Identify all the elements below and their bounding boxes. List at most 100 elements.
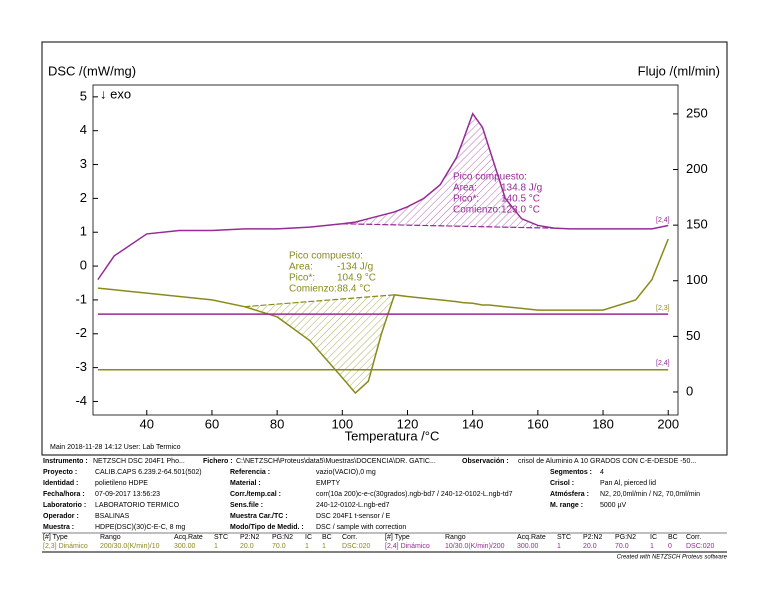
plot-area	[92, 84, 679, 416]
info-text: LABORATORIO TERMICO	[95, 502, 180, 509]
info-text: polietileno HDPE	[95, 480, 148, 487]
x-tick-label: 40	[140, 416, 154, 431]
info-text: STC	[214, 534, 228, 541]
annotation: Pico*:	[289, 273, 315, 284]
x-tick-label: 80	[270, 416, 284, 431]
x-tick-label: 200	[657, 416, 679, 431]
info-text: IC	[650, 534, 657, 541]
baseline	[342, 223, 555, 229]
info-text: NETZSCH DSC 204F1 Pho...	[93, 458, 185, 465]
y2-tick-label: 200	[686, 161, 708, 176]
info-text: Observación :	[462, 458, 509, 465]
info-text: N2, 20,0ml/min / N2, 70,0ml/min	[600, 491, 700, 498]
y2-tick-label: 50	[686, 328, 700, 343]
annotation: 104.9 °C	[337, 273, 376, 284]
annotation: Comienzo:	[453, 205, 501, 216]
info-text: EMPTY	[316, 480, 341, 487]
info-text: Segmentos :	[550, 469, 593, 476]
info-text: Corr./temp.cal :	[230, 491, 281, 498]
info-text: DSC:020	[686, 543, 715, 550]
x-tick-label: 180	[592, 416, 614, 431]
series-tag: [2,4]	[656, 217, 670, 224]
footer-main: Main 2018-11-28 14:12 User: Lab Termico	[50, 444, 181, 451]
peak-area	[244, 294, 395, 393]
info-text: 300.00	[517, 543, 539, 550]
info-text: 70.0	[615, 543, 629, 550]
info-text: P2:N2	[583, 534, 603, 541]
y-tick-label: 2	[80, 190, 87, 205]
info-text: Corr.	[342, 534, 358, 541]
info-text: Crisol :	[550, 480, 575, 487]
baseline	[244, 294, 395, 308]
y-tick-label: -1	[75, 291, 87, 306]
credit: Created with NETZSCH Proteus software	[617, 555, 728, 561]
info-text: Identidad :	[43, 480, 79, 487]
annotation: Pico*:	[453, 194, 479, 205]
y-tick-label: 1	[80, 224, 87, 239]
info-text: [2,3] Dinámico	[43, 543, 88, 550]
info-text: 1	[557, 543, 561, 550]
info-text: P2:N2	[240, 534, 260, 541]
annotation: 88.4 °C	[337, 284, 370, 295]
y2-tick-label: 150	[686, 217, 708, 232]
info-text: Atmósfera :	[550, 491, 589, 498]
y-tick-label: 0	[80, 258, 87, 273]
info-text: vazio(VACIO),0 mg	[316, 469, 376, 476]
info-text: Rango	[100, 534, 121, 541]
info-text: 10/30.0(K/min)/200	[445, 543, 505, 550]
annotation: Pico compuesto:	[453, 172, 527, 183]
y-axis-title: DSC /(mW/mg)	[48, 63, 136, 78]
annotation: 123.0 °C	[501, 205, 540, 216]
info-text: 20.0	[583, 543, 597, 550]
info-text: corr(10a 200)c-e-c(30grados).ngb-bd7 / 2…	[316, 491, 513, 498]
y-tick-label: -2	[75, 325, 87, 340]
info-text: Corr.	[686, 534, 702, 541]
info-text: BC	[668, 534, 678, 541]
info-text: Muestra Car./TC :	[230, 513, 288, 520]
info-text: PG:N2	[615, 534, 637, 541]
info-text: 1	[322, 543, 326, 550]
info-text: Muestra :	[43, 524, 75, 531]
y2-tick-label: 100	[686, 272, 708, 287]
info-text: 300.00	[174, 543, 196, 550]
y-tick-label: 5	[80, 88, 87, 103]
series-tag: [2,3]	[656, 305, 670, 312]
info-text: Material :	[230, 480, 261, 487]
info-text: 0	[668, 543, 672, 550]
y2-tick-label: 250	[686, 105, 708, 120]
info-text: [#] Type	[43, 534, 68, 541]
info-text: 70.0	[272, 543, 286, 550]
info-text: STC	[557, 534, 571, 541]
info-text: BSALINAS	[95, 513, 130, 520]
frame	[41, 41, 728, 456]
x-tick-label: 140	[462, 416, 484, 431]
info-text: 1	[650, 543, 654, 550]
info-text: Operador :	[43, 513, 79, 520]
info-text: M. range :	[550, 502, 584, 509]
series-tag: [2,4]	[656, 360, 670, 367]
info-text: 07-09-2017 13:56:23	[95, 491, 160, 498]
info-text: Acq.Rate	[174, 534, 203, 541]
x-tick-label: 100	[331, 416, 353, 431]
x-axis-title: Temperatura /°C	[345, 428, 440, 443]
info-text: [2,4] Dinámico	[385, 543, 430, 550]
info-text: Rango	[445, 534, 466, 541]
info-text: 4	[600, 469, 604, 476]
x-tick-label: 160	[527, 416, 549, 431]
y2-tick-label: 0	[686, 383, 693, 398]
info-text: Pan Al, pierced lid	[600, 480, 657, 487]
info-text: 1	[214, 543, 218, 550]
annotation: Pico compuesto:	[289, 251, 363, 262]
info-text: HDPE(DSC)(30)C-E-C, 8 mg	[95, 524, 186, 531]
info-text: 240-12-0102-L.ngb-ed7	[316, 502, 390, 509]
series-line	[97, 112, 669, 281]
info-text: Sens.file :	[230, 502, 264, 509]
y-tick-label: 3	[80, 156, 87, 171]
info-text: Laboratorio :	[43, 502, 87, 509]
info-text: Referencia :	[230, 469, 271, 476]
info-text: Acq.Rate	[517, 534, 546, 541]
info-text: Fecha/hora :	[43, 491, 85, 498]
peak-area	[342, 113, 555, 229]
info-text: 1	[305, 543, 309, 550]
